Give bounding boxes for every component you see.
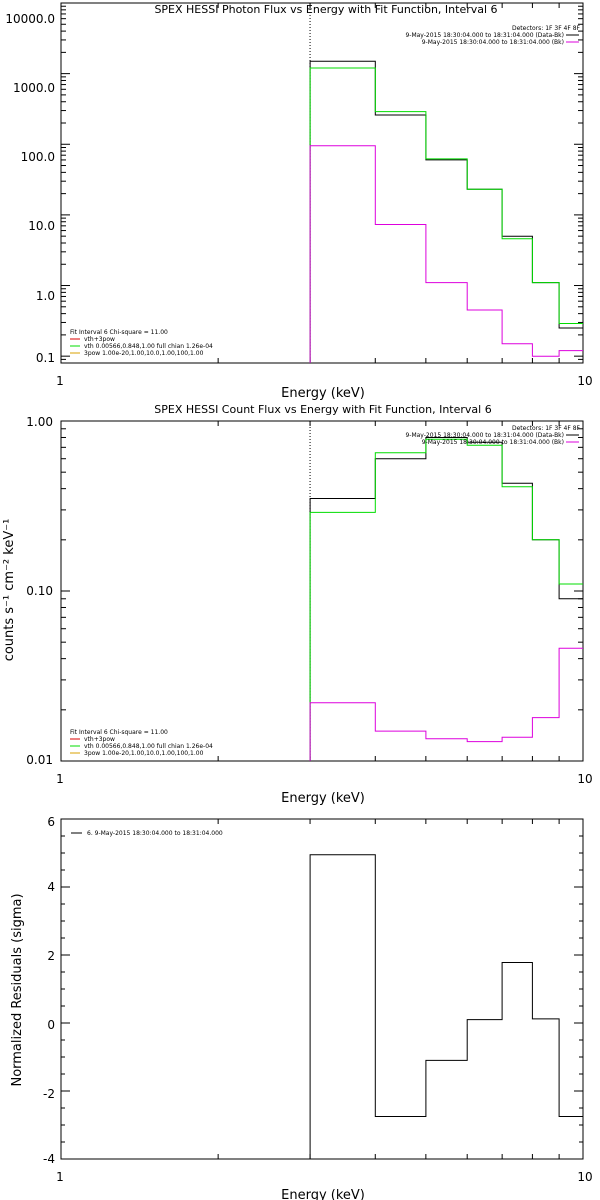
panel1-data-line [309,60,583,363]
count-flux-y-tick-0-01: 0.01 [26,753,53,767]
residuals-x-tick-10: 10 [577,1170,592,1184]
residuals-x-label: Energy (keV) [281,1188,365,1200]
photon-flux-x-tick-1: 1 [56,374,64,388]
photon-flux-3pow-label: 3pow 1.00e-20,1.00,10.0,1.00,100,1.00 [84,350,204,357]
count-flux-panel: SPEX HESSI Count Flux vs Energy with Fit… [2,403,593,806]
count-flux-y-tick-0-10: 0.10 [26,584,53,598]
residuals-y-tick-6: 6 [47,815,55,829]
photon-flux-y-tick-10: 10.0 [28,219,55,233]
count-flux-x-tick-1: 1 [56,772,64,786]
panel3-residual-line [309,854,583,1159]
count-flux-bk-label: 9-May-2015 18:30:04.000 to 18:31:04.000 … [422,439,564,446]
count-flux-detectors-label: Detectors: 1F 3F 4F 8F [512,425,581,432]
photon-flux-y-tick-10000: 10000.0 [5,12,55,26]
photon-flux-plot-area [60,2,584,364]
residuals-y-label: Normalized Residuals (sigma) [10,893,25,1086]
count-flux-plot-area [60,420,584,762]
photon-flux-fit-interval-label: Fit Interval 6 Chi-square = 11.00 [70,329,168,336]
photon-flux-x-tick-10: 10 [577,374,592,388]
panel2-background-line [309,647,583,761]
residuals-legend-label: 6. 9-May-2015 18:30:04.000 to 18:31:04.0… [87,830,223,837]
residuals-y-tick-2: 2 [47,949,55,963]
residuals-y-tick-m2: -2 [43,1087,55,1101]
panel1-model-line [309,67,583,363]
photon-flux-y-tick-100: 100.0 [21,150,55,164]
panel2-data-line [309,437,583,761]
photon-flux-y-tick-1000: 1000.0 [13,81,55,95]
panel2-frame [60,420,584,762]
photon-flux-y-tick-0-1: 0.1 [36,351,55,365]
photon-flux-x-label: Energy (keV) [281,386,365,401]
count-flux-x-tick-10: 10 [577,772,592,786]
photon-flux-vth-label: vth 0.00566,0.848,1.00 full chian 1.26e-… [84,343,213,350]
photon-flux-y-tick-1: 1.0 [36,289,55,303]
photon-flux-bk-label: 9-May-2015 18:30:04.000 to 18:31:04.000 … [422,39,564,46]
panel1-background-line [309,145,583,363]
count-flux-3pow-label: 3pow 1.00e-20,1.00,10.0,1.00,100,1.00 [84,750,204,757]
panel3-frame [60,818,584,1160]
residuals-y-tick-4: 4 [47,880,55,894]
count-flux-model-label: vth+3pow [84,736,115,743]
photon-flux-panel: SPEX HESSI Photon Flux vs Energy with Fi… [5,2,593,401]
photon-flux-model-label: vth+3pow [84,336,115,343]
residuals-y-tick-0: 0 [47,1018,55,1032]
count-flux-data-bk-label: 9-May-2015 18:30:04.000 to 18:31:04.000 … [405,432,564,439]
photon-flux-detectors-label: Detectors: 1F 3F 4F 8F [512,25,581,32]
count-flux-vth-label: vth 0.00566,0.848,1.00 full chian 1.26e-… [84,743,213,750]
count-flux-y-tick-1-00: 1.00 [26,415,53,429]
count-flux-y-label: counts s⁻¹ cm⁻² keV⁻¹ [2,519,17,662]
residuals-panel: Energy (keV) 1 10 -4 -2 0 2 4 6 Normaliz… [10,815,593,1200]
residuals-y-tick-m4: -4 [43,1152,55,1166]
count-flux-fit-interval-label: Fit Interval 6 Chi-square = 11.00 [70,729,168,736]
residuals-x-tick-1: 1 [56,1170,64,1184]
photon-flux-data-bk-label: 9-May-2015 18:30:04.000 to 18:31:04.000 … [405,32,564,39]
photon-flux-title: SPEX HESSI Photon Flux vs Energy with Fi… [154,3,497,16]
panel2-model-line [309,438,583,761]
panel1-frame [60,2,584,364]
count-flux-title: SPEX HESSI Count Flux vs Energy with Fit… [154,403,491,416]
residuals-plot-area [60,818,584,1160]
count-flux-x-label: Energy (keV) [281,791,365,806]
